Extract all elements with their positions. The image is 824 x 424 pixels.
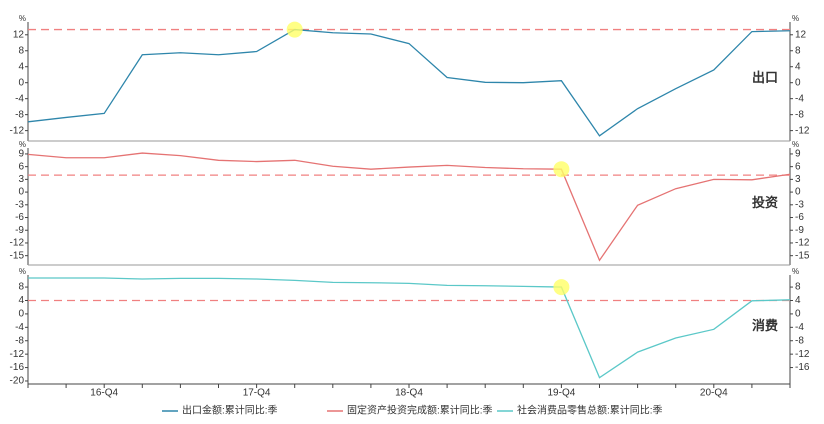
x-tick-label: 18-Q4: [395, 388, 423, 399]
y2-tick-label: -12: [795, 349, 810, 360]
panel-title: 投资: [752, 195, 778, 210]
y-tick-label: 4: [18, 61, 24, 72]
y2-tick-label: 0: [795, 309, 801, 320]
y-tick-label: -20: [10, 376, 25, 387]
y-unit: %: [19, 140, 26, 149]
x-tick-label: 16-Q4: [90, 388, 118, 399]
y2-tick-label: -4: [795, 93, 804, 104]
y2-tick-label: -16: [795, 362, 810, 373]
y2-tick-label: -9: [795, 225, 804, 236]
y2-tick-label: 4: [795, 61, 801, 72]
y2-tick-label: -12: [795, 125, 810, 136]
y-tick-label: 8: [18, 282, 24, 293]
y2-tick-label: 6: [795, 161, 801, 172]
y-tick-label: -16: [10, 362, 25, 373]
y2-tick-label: -15: [795, 250, 810, 261]
line-series: [27, 152, 791, 262]
line-series: [28, 277, 791, 379]
panel-title: 出口: [752, 70, 778, 85]
y-tick-label: 4: [18, 295, 24, 306]
y2-tick-label: -6: [795, 212, 804, 223]
y2-tick-label: -4: [795, 322, 804, 333]
line-series: [27, 28, 791, 137]
y-tick-label: -6: [15, 212, 24, 223]
y-tick-label: -4: [15, 93, 24, 104]
y-tick-label: 9: [18, 149, 24, 160]
y-tick-label: -8: [15, 335, 24, 346]
x-tick-label: 17-Q4: [243, 388, 271, 399]
y-tick-label: 8: [18, 45, 24, 56]
y2-tick-label: 8: [795, 282, 801, 293]
y-tick-label: 6: [18, 161, 24, 172]
x-tick-label: 20-Q4: [700, 388, 728, 399]
y2-tick-label: 8: [795, 45, 801, 56]
y-tick-label: -4: [15, 322, 24, 333]
y2-tick-label: -8: [795, 335, 804, 346]
y2-tick-label: 0: [795, 187, 801, 198]
y-tick-label: 0: [18, 187, 24, 198]
y2-unit: %: [792, 267, 799, 276]
y2-tick-label: -8: [795, 109, 804, 120]
y-tick-label: -3: [15, 199, 24, 210]
y-tick-label: -12: [10, 125, 25, 136]
highlight: [553, 161, 570, 178]
y2-unit: %: [792, 140, 799, 149]
y-unit: %: [19, 14, 26, 23]
legend-label: 社会消费品零售总额:累计同比:季: [517, 404, 663, 417]
y-tick-label: 3: [18, 174, 24, 185]
y-tick-label: 0: [18, 77, 24, 88]
y2-tick-label: 4: [795, 295, 801, 306]
legend-label: 固定资产投资完成额:累计同比:季: [347, 404, 493, 417]
y2-tick-label: -12: [795, 238, 810, 249]
y-tick-label: -15: [10, 250, 25, 261]
highlight: [286, 21, 303, 38]
y-tick-label: -9: [15, 225, 24, 236]
x-tick-label: 19-Q4: [548, 388, 576, 399]
y2-tick-label: 3: [795, 174, 801, 185]
y2-tick-label: 9: [795, 149, 801, 160]
y-tick-label: -12: [10, 349, 25, 360]
y2-tick-label: 0: [795, 77, 801, 88]
y2-tick-label: -3: [795, 199, 804, 210]
highlight: [553, 279, 570, 296]
y-unit: %: [19, 267, 26, 276]
y2-tick-label: 12: [795, 29, 807, 40]
y2-unit: %: [792, 14, 799, 23]
y-tick-label: -8: [15, 109, 24, 120]
y-tick-label: -12: [10, 238, 25, 249]
legend-label: 出口金额:累计同比:季: [182, 404, 278, 417]
y-tick-label: 12: [13, 29, 25, 40]
y-tick-label: 0: [18, 309, 24, 320]
panel-title: 消费: [752, 318, 778, 333]
